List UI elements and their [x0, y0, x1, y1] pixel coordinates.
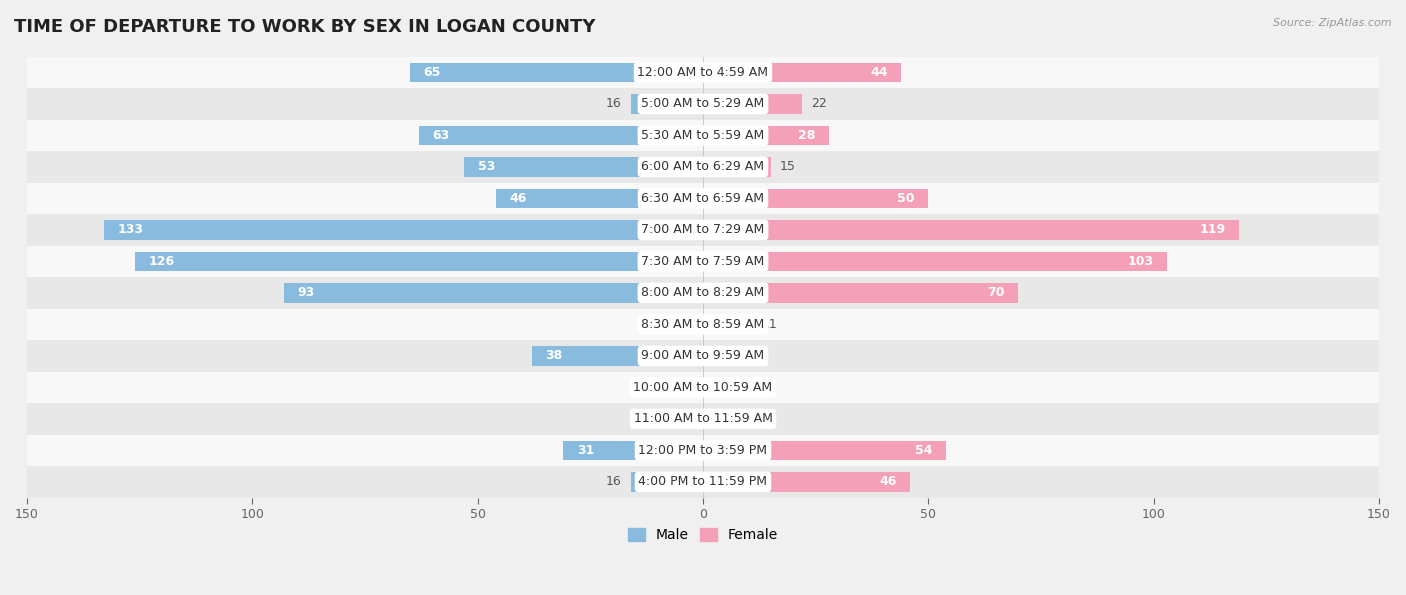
Bar: [419, 126, 703, 145]
Text: 53: 53: [478, 161, 495, 173]
Text: 5:30 AM to 5:59 AM: 5:30 AM to 5:59 AM: [641, 129, 765, 142]
Bar: [703, 346, 730, 366]
Text: TIME OF DEPARTURE TO WORK BY SEX IN LOGAN COUNTY: TIME OF DEPARTURE TO WORK BY SEX IN LOGA…: [14, 18, 596, 36]
Bar: [27, 403, 1379, 434]
Text: 5:00 AM to 5:29 AM: 5:00 AM to 5:29 AM: [641, 98, 765, 111]
Bar: [703, 252, 1167, 271]
Bar: [411, 62, 703, 82]
Bar: [564, 441, 703, 460]
Text: 126: 126: [149, 255, 174, 268]
Text: 0: 0: [686, 412, 695, 425]
Bar: [703, 441, 946, 460]
Text: 12:00 PM to 3:59 PM: 12:00 PM to 3:59 PM: [638, 444, 768, 457]
Text: 63: 63: [433, 129, 450, 142]
Bar: [27, 214, 1379, 246]
Bar: [631, 472, 703, 491]
Text: 6:30 AM to 6:59 AM: 6:30 AM to 6:59 AM: [641, 192, 765, 205]
Bar: [27, 151, 1379, 183]
Bar: [135, 252, 703, 271]
Text: 6: 6: [740, 349, 747, 362]
Text: 10:00 AM to 10:59 AM: 10:00 AM to 10:59 AM: [634, 381, 772, 394]
Text: 7:30 AM to 7:59 AM: 7:30 AM to 7:59 AM: [641, 255, 765, 268]
Bar: [27, 340, 1379, 372]
Bar: [703, 94, 803, 114]
Text: 9: 9: [752, 381, 761, 394]
Text: 133: 133: [117, 223, 143, 236]
Text: 31: 31: [576, 444, 595, 457]
Bar: [27, 372, 1379, 403]
Text: 12:00 AM to 4:59 AM: 12:00 AM to 4:59 AM: [637, 66, 769, 79]
Text: 8:30 AM to 8:59 AM: 8:30 AM to 8:59 AM: [641, 318, 765, 331]
Text: 50: 50: [897, 192, 915, 205]
Text: 11: 11: [762, 318, 778, 331]
Text: 10: 10: [756, 412, 773, 425]
Text: 70: 70: [987, 286, 1005, 299]
Bar: [703, 126, 830, 145]
Legend: Male, Female: Male, Female: [623, 523, 783, 548]
Bar: [27, 309, 1379, 340]
Bar: [672, 315, 703, 334]
Text: 9:00 AM to 9:59 AM: 9:00 AM to 9:59 AM: [641, 349, 765, 362]
Text: 44: 44: [870, 66, 887, 79]
Text: 93: 93: [297, 286, 315, 299]
Text: 15: 15: [779, 161, 796, 173]
Text: 103: 103: [1128, 255, 1154, 268]
Bar: [27, 183, 1379, 214]
Bar: [703, 283, 1018, 303]
Text: 6:00 AM to 6:29 AM: 6:00 AM to 6:29 AM: [641, 161, 765, 173]
Bar: [27, 277, 1379, 309]
Bar: [703, 189, 928, 208]
Bar: [27, 120, 1379, 151]
Text: 7:00 AM to 7:29 AM: 7:00 AM to 7:29 AM: [641, 223, 765, 236]
Text: 16: 16: [606, 98, 621, 111]
Bar: [703, 409, 748, 428]
Text: 11:00 AM to 11:59 AM: 11:00 AM to 11:59 AM: [634, 412, 772, 425]
Text: 7: 7: [654, 318, 662, 331]
Bar: [464, 157, 703, 177]
Bar: [27, 57, 1379, 88]
Bar: [27, 466, 1379, 497]
Text: 119: 119: [1199, 223, 1226, 236]
Text: 38: 38: [546, 349, 562, 362]
Bar: [27, 246, 1379, 277]
Bar: [284, 283, 703, 303]
Text: 65: 65: [423, 66, 441, 79]
Bar: [27, 88, 1379, 120]
Text: 8:00 AM to 8:29 AM: 8:00 AM to 8:29 AM: [641, 286, 765, 299]
Bar: [703, 472, 910, 491]
Bar: [104, 220, 703, 240]
Bar: [703, 315, 752, 334]
Text: 46: 46: [879, 475, 897, 488]
Bar: [703, 157, 770, 177]
Text: 16: 16: [606, 475, 621, 488]
Text: 54: 54: [915, 444, 932, 457]
Text: 22: 22: [811, 98, 827, 111]
Bar: [631, 94, 703, 114]
Bar: [703, 378, 744, 397]
Bar: [496, 189, 703, 208]
Bar: [27, 434, 1379, 466]
Text: 4:00 PM to 11:59 PM: 4:00 PM to 11:59 PM: [638, 475, 768, 488]
Text: 46: 46: [509, 192, 527, 205]
Bar: [703, 220, 1239, 240]
Bar: [689, 378, 703, 397]
Bar: [531, 346, 703, 366]
Bar: [703, 62, 901, 82]
Text: 3: 3: [672, 381, 681, 394]
Text: Source: ZipAtlas.com: Source: ZipAtlas.com: [1274, 18, 1392, 28]
Text: 28: 28: [799, 129, 815, 142]
